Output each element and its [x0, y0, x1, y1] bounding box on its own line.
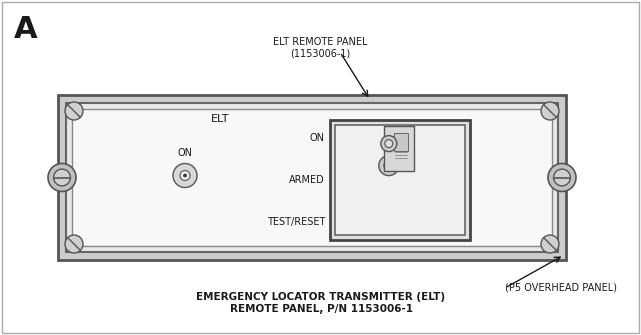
Text: EMERGENCY LOCATOR TRANSMITTER (ELT): EMERGENCY LOCATOR TRANSMITTER (ELT) [196, 292, 445, 302]
Text: TEST/RESET: TEST/RESET [267, 217, 325, 227]
Circle shape [554, 169, 570, 186]
Circle shape [180, 171, 190, 181]
Bar [330, 120, 470, 240]
Circle shape [384, 160, 394, 171]
Bar [335, 125, 465, 235]
Circle shape [541, 102, 559, 120]
Text: A: A [14, 15, 38, 44]
Bar [394, 133, 408, 151]
Circle shape [379, 155, 399, 176]
Circle shape [541, 235, 559, 253]
Text: (1153006-1): (1153006-1) [290, 48, 350, 58]
Bar [58, 95, 566, 260]
Text: ELT REMOTE PANEL: ELT REMOTE PANEL [273, 37, 367, 47]
Text: ON: ON [178, 148, 192, 158]
Circle shape [65, 235, 83, 253]
Circle shape [48, 163, 76, 192]
Circle shape [385, 140, 393, 148]
Text: ON: ON [310, 133, 325, 143]
Circle shape [173, 163, 197, 188]
Circle shape [381, 136, 397, 152]
Circle shape [54, 169, 71, 186]
Bar [72, 109, 552, 246]
Circle shape [183, 174, 187, 177]
Circle shape [65, 102, 83, 120]
Text: ARMED: ARMED [289, 175, 325, 185]
Bar [384, 126, 414, 171]
Circle shape [548, 163, 576, 192]
Bar [66, 103, 558, 252]
Text: ELT: ELT [211, 114, 229, 124]
Text: (P5 OVERHEAD PANEL): (P5 OVERHEAD PANEL) [505, 283, 617, 293]
Text: REMOTE PANEL, P/N 1153006-1: REMOTE PANEL, P/N 1153006-1 [229, 304, 413, 314]
